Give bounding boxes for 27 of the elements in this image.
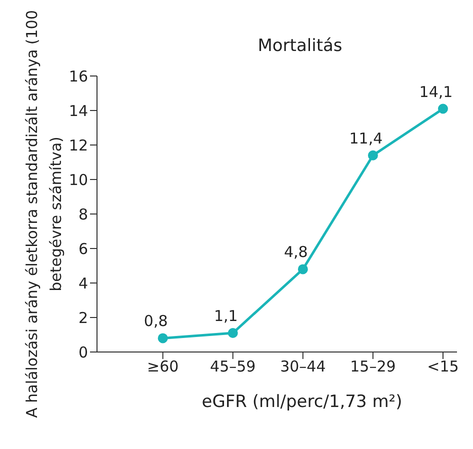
point	[298, 264, 308, 274]
y-tick-label: 16	[68, 67, 88, 86]
data-label: 0,8	[144, 312, 168, 330]
y-tick-label: 2	[78, 308, 88, 327]
y-tick-label: 12	[68, 136, 88, 154]
point	[228, 328, 238, 338]
point	[158, 333, 168, 344]
x-tick-label: 45–59	[210, 358, 256, 376]
y-tick-label: 0	[78, 343, 88, 362]
point	[368, 150, 378, 160]
data-label: 1,1	[214, 307, 238, 326]
chart-title: Mortalitás	[256, 36, 344, 56]
y-tick-label: 14	[68, 102, 88, 120]
x-tick-label: 30–44	[280, 358, 326, 376]
point	[438, 104, 448, 114]
data-label: 14,1	[419, 82, 453, 101]
y-tick-label: 8	[78, 205, 88, 224]
y-tick-label: 6	[78, 240, 88, 258]
x-tick-label: <15	[427, 358, 459, 376]
data-label: 4,8	[284, 243, 308, 262]
x-axis-title: eGFR (ml/perc/1,73 m²)	[200, 392, 404, 412]
x-tick-label: 15–29	[350, 358, 396, 376]
y-axis-title: A halálozási arány életkorra standardizált aránya (100 betegévre számítva)	[22, 9, 66, 420]
y-tick-label: 4	[78, 274, 88, 292]
x-tick-label: ≥60	[147, 358, 179, 376]
data-label: 11,4	[349, 129, 383, 148]
y-tick-label: 10	[68, 170, 88, 189]
